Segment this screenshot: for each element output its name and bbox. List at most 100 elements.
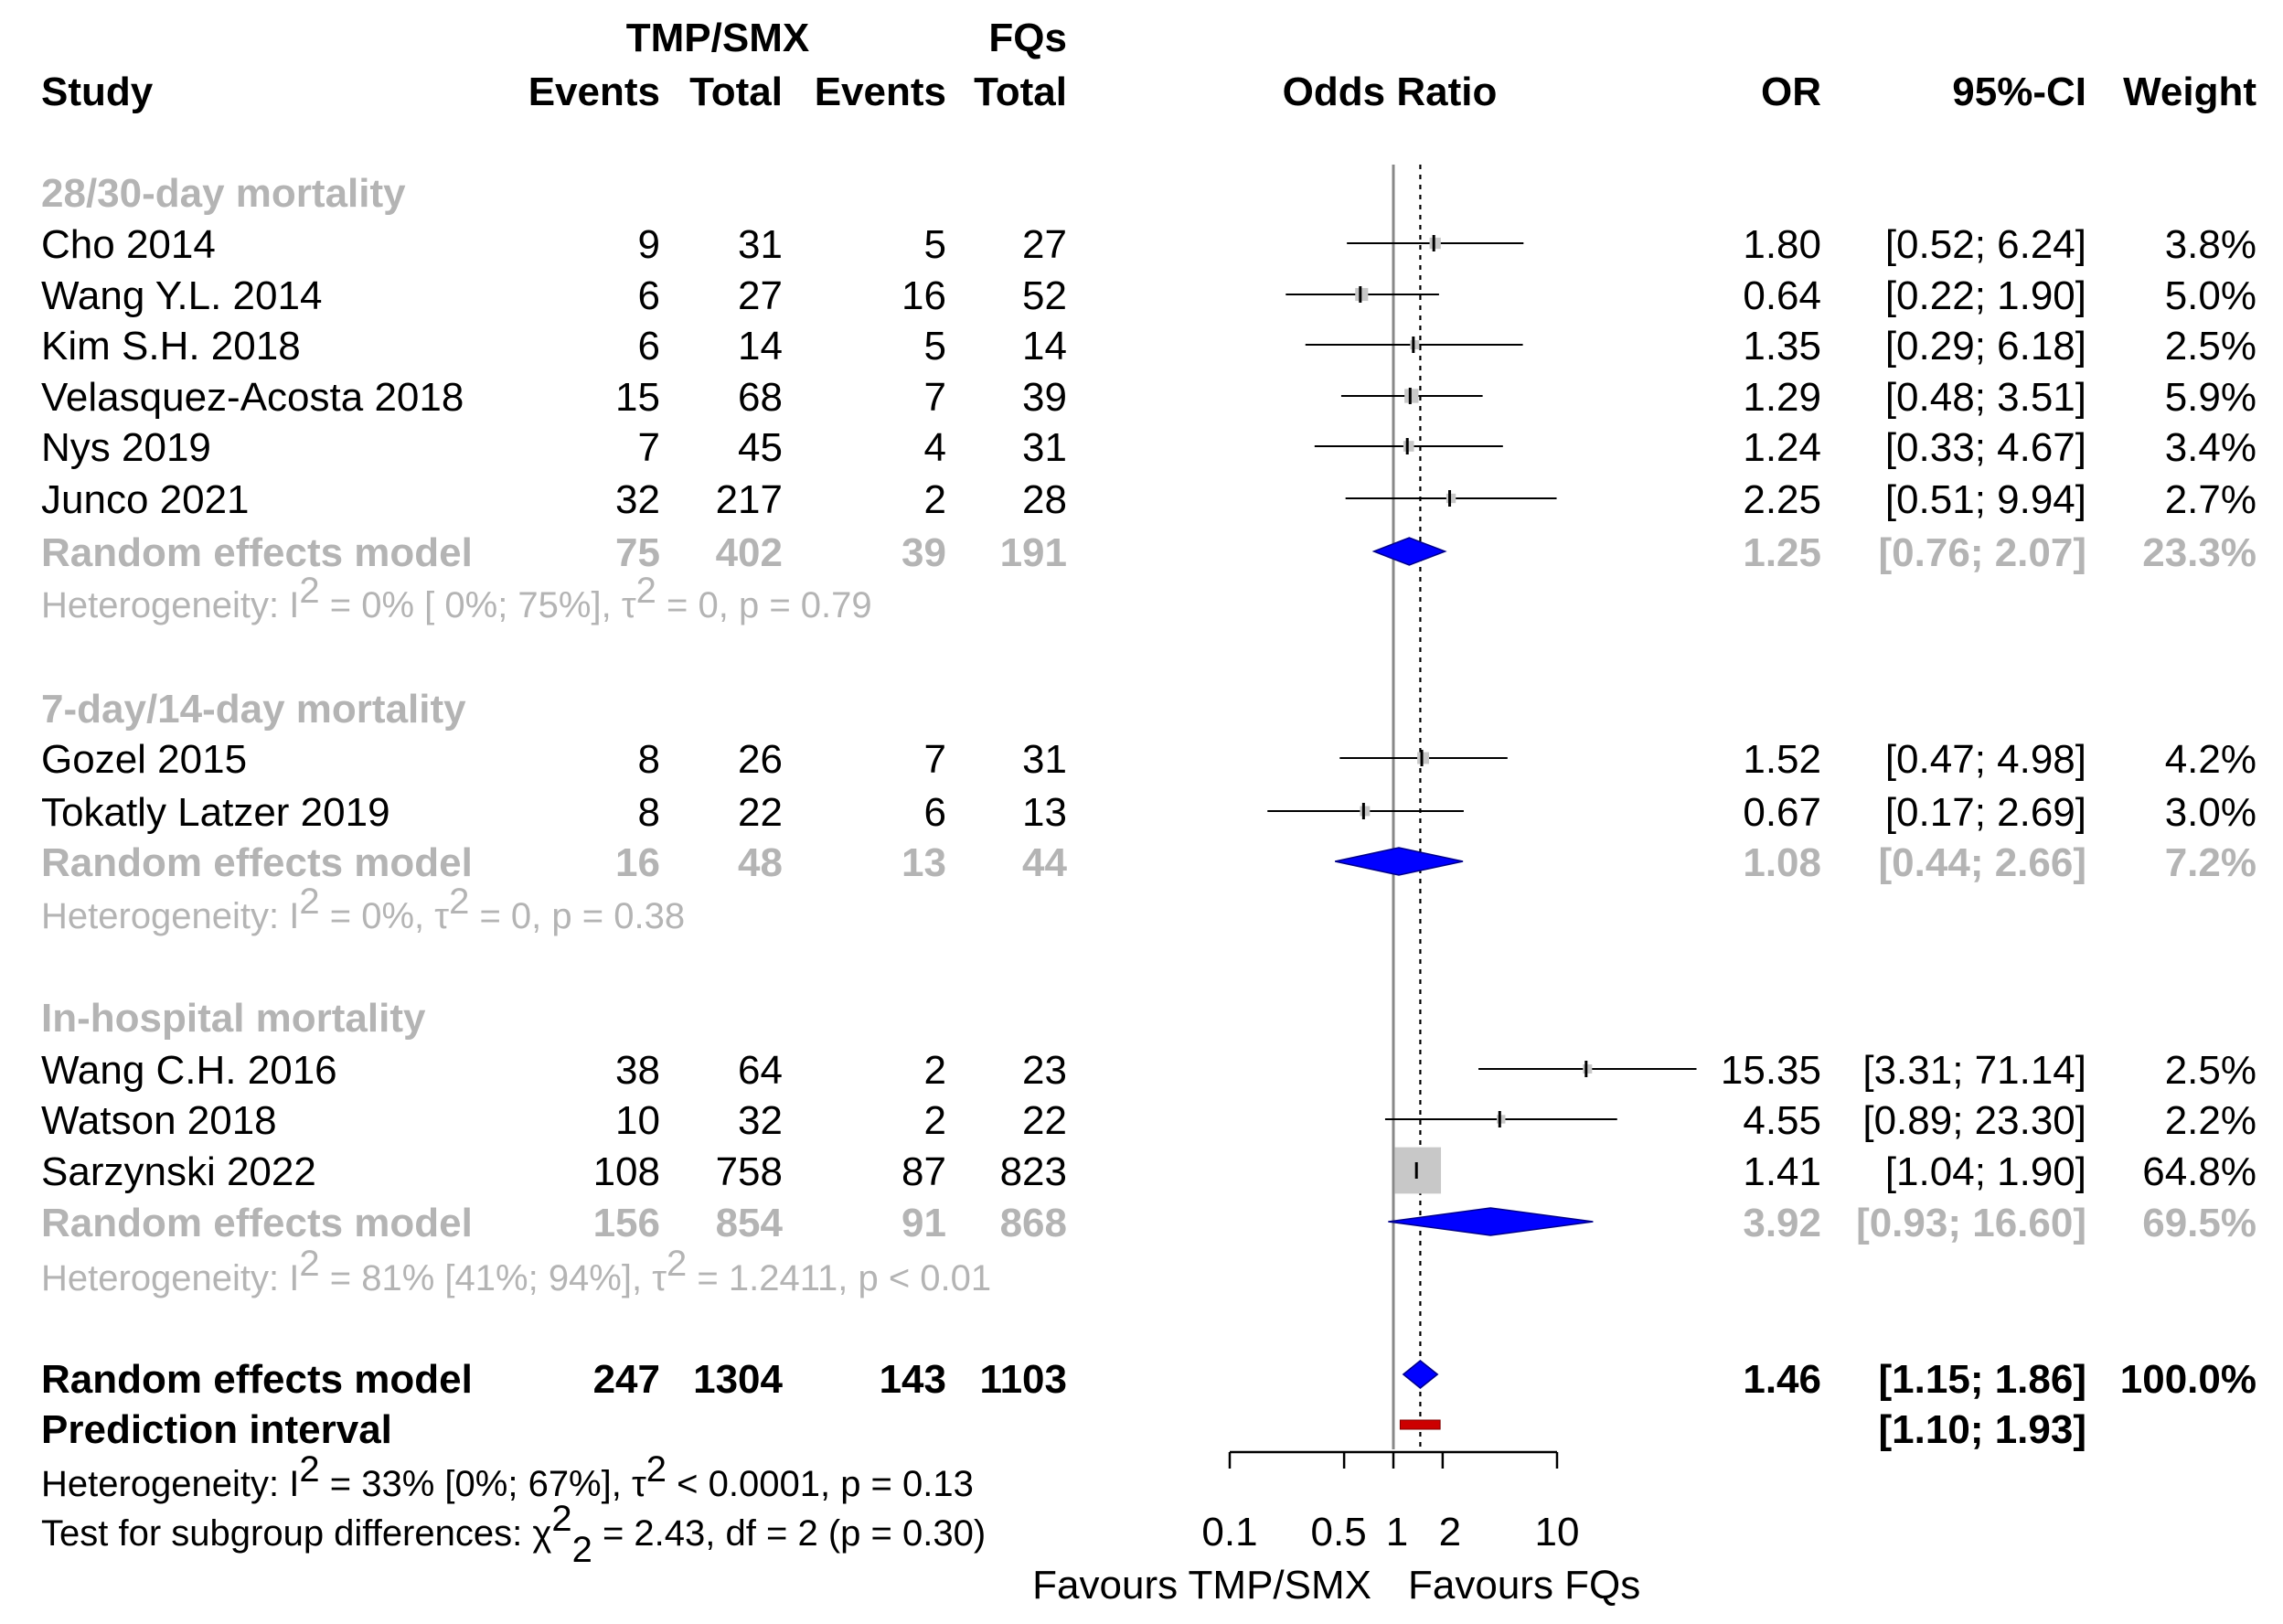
study-ci: [3.31; 71.14] bbox=[1862, 1048, 2086, 1093]
study-name: Cho 2014 bbox=[41, 222, 216, 267]
study-total1: 22 bbox=[738, 790, 783, 835]
study-total2: 823 bbox=[1000, 1149, 1067, 1194]
study-or: 0.67 bbox=[1743, 790, 1821, 835]
study-events1: 9 bbox=[638, 222, 660, 267]
or-header: OR bbox=[1761, 69, 1821, 114]
subgroup-model-events2: 13 bbox=[901, 840, 946, 885]
study-weight: 4.2% bbox=[2165, 737, 2256, 782]
subgroup-model-total2: 44 bbox=[1022, 840, 1067, 885]
group2-total-header: Total bbox=[974, 69, 1067, 114]
subgroup-model-weight: 69.5% bbox=[2142, 1201, 2256, 1245]
study-events2: 6 bbox=[924, 790, 946, 835]
subgroup-model-weight: 23.3% bbox=[2142, 530, 2256, 575]
study-events1: 32 bbox=[615, 477, 660, 522]
study-name: Tokatly Latzer 2019 bbox=[41, 790, 390, 835]
study-events1: 10 bbox=[615, 1098, 660, 1143]
study-or: 0.64 bbox=[1743, 273, 1821, 318]
study-ci: [0.29; 6.18] bbox=[1885, 324, 2086, 369]
subgroup-model-ci: [0.93; 16.60] bbox=[1856, 1201, 2086, 1245]
study-name: Sarzynski 2022 bbox=[41, 1149, 316, 1194]
x-axis-tick-label: 1 bbox=[1386, 1510, 1408, 1555]
study-total2: 27 bbox=[1022, 222, 1067, 267]
study-weight: 2.7% bbox=[2165, 477, 2256, 522]
study-weight: 3.4% bbox=[2165, 425, 2256, 470]
study-or: 1.24 bbox=[1743, 425, 1821, 470]
study-events1: 8 bbox=[638, 737, 660, 782]
subgroup-model-label: Random effects model bbox=[41, 840, 473, 885]
study-ci: [0.89; 23.30] bbox=[1862, 1098, 2086, 1143]
study-events2: 2 bbox=[924, 1098, 946, 1143]
subgroup-model-events1: 156 bbox=[593, 1201, 660, 1245]
subgroup-diamond bbox=[1371, 537, 1447, 566]
study-name: Gozel 2015 bbox=[41, 737, 247, 782]
study-total1: 26 bbox=[738, 737, 783, 782]
overall-model-events1: 247 bbox=[593, 1357, 660, 1402]
study-total1: 14 bbox=[738, 324, 783, 369]
subgroup-model-label: Random effects model bbox=[41, 530, 473, 575]
overall-model-total2: 1103 bbox=[980, 1357, 1067, 1402]
subgroup-title: In-hospital mortality bbox=[41, 996, 426, 1041]
group2-header: FQs bbox=[988, 16, 1067, 60]
study-or: 4.55 bbox=[1743, 1098, 1821, 1143]
ci-header: 95%-CI bbox=[1952, 69, 2086, 114]
study-name: Kim S.H. 2018 bbox=[41, 324, 301, 369]
weight-square bbox=[1404, 389, 1419, 403]
study-total1: 31 bbox=[738, 222, 783, 267]
study-events2: 7 bbox=[924, 737, 946, 782]
weight-header: Weight bbox=[2123, 69, 2256, 114]
overall-diamond bbox=[1402, 1360, 1439, 1389]
x-axis-tick-label: 0.5 bbox=[1311, 1510, 1367, 1555]
subgroup-model-total1: 402 bbox=[716, 530, 783, 575]
subgroup-model-events2: 91 bbox=[901, 1201, 946, 1245]
study-ci: [1.04; 1.90] bbox=[1885, 1149, 2086, 1194]
favours-left-label: Favours TMP/SMX bbox=[1032, 1563, 1371, 1608]
study-name: Wang Y.L. 2014 bbox=[41, 273, 322, 318]
subgroup-model-or: 1.25 bbox=[1743, 530, 1821, 575]
subgroup-heterogeneity: Heterogeneity: I2 = 81% [41%; 94%], τ2 =… bbox=[41, 1244, 991, 1298]
study-events1: 8 bbox=[638, 790, 660, 835]
subgroup-model-events1: 16 bbox=[615, 840, 660, 885]
study-total2: 39 bbox=[1022, 375, 1067, 420]
study-ci: [0.51; 9.94] bbox=[1885, 477, 2086, 522]
x-axis-tick-label: 2 bbox=[1439, 1510, 1461, 1555]
study-weight: 64.8% bbox=[2142, 1149, 2256, 1194]
overall-model-or: 1.46 bbox=[1743, 1357, 1821, 1402]
overall-model-events2: 143 bbox=[880, 1357, 946, 1402]
study-ci: [0.17; 2.69] bbox=[1885, 790, 2086, 835]
study-total2: 52 bbox=[1022, 273, 1067, 318]
subgroup-model-label: Random effects model bbox=[41, 1201, 473, 1245]
study-name: Junco 2021 bbox=[41, 477, 250, 522]
study-events2: 16 bbox=[901, 273, 946, 318]
study-column-header: Study bbox=[41, 69, 154, 114]
study-events1: 7 bbox=[638, 425, 660, 470]
study-weight: 2.2% bbox=[2165, 1098, 2256, 1143]
odds-ratio-header: Odds Ratio bbox=[1283, 69, 1498, 114]
subgroup-model-total2: 868 bbox=[1000, 1201, 1067, 1245]
study-total2: 22 bbox=[1022, 1098, 1067, 1143]
subgroup-model-weight: 7.2% bbox=[2165, 840, 2256, 885]
subgroup-diamond bbox=[1335, 847, 1464, 876]
study-ci: [0.47; 4.98] bbox=[1885, 737, 2086, 782]
study-events1: 6 bbox=[638, 324, 660, 369]
subgroup-title: 28/30-day mortality bbox=[41, 171, 406, 216]
overall-model-label: Random effects model bbox=[41, 1357, 473, 1402]
subgroup-model-or: 1.08 bbox=[1743, 840, 1821, 885]
study-weight: 2.5% bbox=[2165, 1048, 2256, 1093]
overall-model-total1: 1304 bbox=[693, 1357, 783, 1402]
group1-events-header: Events bbox=[528, 69, 660, 114]
study-ci: [0.33; 4.67] bbox=[1885, 425, 2086, 470]
study-total2: 28 bbox=[1022, 477, 1067, 522]
overall-model-ci: [1.15; 1.86] bbox=[1879, 1357, 2086, 1402]
study-ci: [0.48; 3.51] bbox=[1885, 375, 2086, 420]
study-events2: 87 bbox=[901, 1149, 946, 1194]
study-or: 1.29 bbox=[1743, 375, 1821, 420]
prediction-interval-ci: [1.10; 1.93] bbox=[1879, 1407, 2086, 1452]
study-total2: 13 bbox=[1022, 790, 1067, 835]
study-name: Watson 2018 bbox=[41, 1098, 277, 1143]
study-total2: 14 bbox=[1022, 324, 1067, 369]
subgroup-model-or: 3.92 bbox=[1743, 1201, 1821, 1245]
study-weight: 2.5% bbox=[2165, 324, 2256, 369]
study-events1: 38 bbox=[615, 1048, 660, 1093]
study-name: Nys 2019 bbox=[41, 425, 211, 470]
